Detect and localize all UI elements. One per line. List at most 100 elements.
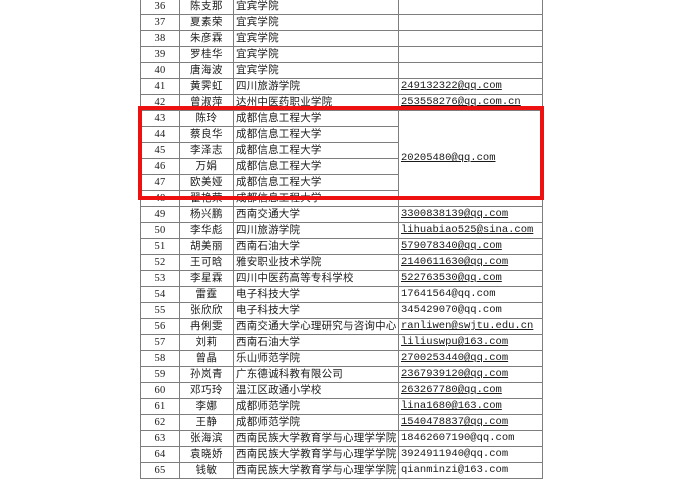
email-cell[interactable]: 17641564@qq.com [398, 286, 543, 303]
row-index-cell: 52 [140, 254, 180, 271]
organization-cell: 电子科技大学 [233, 286, 399, 303]
email-cell[interactable]: lina1680@163.com [398, 398, 543, 415]
email-cell[interactable]: lihuabiao525@sina.com [398, 222, 543, 239]
person-name-cell: 蔡良华 [179, 126, 234, 143]
organization-cell: 西南民族大学教育学与心理学学院 [233, 430, 399, 447]
row-index-cell: 56 [140, 318, 180, 335]
person-name-cell: 刘莉 [179, 334, 234, 351]
email-cell[interactable]: 2140611630@qq.com [398, 254, 543, 271]
organization-cell: 成都师范学院 [233, 414, 399, 431]
row-index-cell: 44 [140, 126, 180, 143]
organization-cell: 西南交通大学心理研究与咨询中心 [233, 318, 399, 335]
person-name-cell: 陈玲 [179, 110, 234, 127]
person-name-cell: 李娜 [179, 398, 234, 415]
email-cell[interactable]: 253558276@qq.com.cn [398, 94, 543, 111]
row-index-cell: 48 [140, 190, 180, 207]
email-cell[interactable]: 3300838139@qq.com [398, 206, 543, 223]
email-cell[interactable]: 1540478837@qq.com [398, 414, 543, 431]
person-name-cell: 曾晶 [179, 350, 234, 367]
organization-cell: 达州中医药职业学院 [233, 94, 399, 111]
person-name-cell: 罗桂华 [179, 46, 234, 63]
email-cell[interactable]: ranliwen@swjtu.edu.cn [398, 318, 543, 335]
table-row: 51 胡美丽 西南石油大学 579078340@qq.com [140, 238, 543, 255]
email-address[interactable]: 522763530@qq.com [401, 272, 502, 284]
organization-cell: 电子科技大学 [233, 302, 399, 319]
email-cell[interactable]: 2367939120@qq.com [398, 366, 543, 383]
row-index-cell: 40 [140, 62, 180, 79]
organization-cell: 西南民族大学教育学与心理学学院 [233, 446, 399, 463]
organization-cell: 宜宾学院 [233, 14, 399, 31]
organization-cell: 四川中医药高等专科学校 [233, 270, 399, 287]
table-row: 57 刘莉 西南石油大学 liliuswpu@163.com [140, 334, 543, 351]
email-cell[interactable]: liliuswpu@163.com [398, 334, 543, 351]
person-name-cell: 李华彪 [179, 222, 234, 239]
table-row: 54 雷霆 电子科技大学 17641564@qq.com [140, 286, 543, 303]
organization-cell: 成都信息工程大学 [233, 126, 399, 143]
email-address[interactable]: 3924911940@qq.com [401, 448, 509, 460]
row-index-cell: 41 [140, 78, 180, 95]
person-name-cell: 李星霖 [179, 270, 234, 287]
email-cell-empty [398, 62, 543, 79]
email-cell-empty [398, 46, 543, 63]
person-name-cell: 杨兴鹏 [179, 206, 234, 223]
organization-cell: 成都信息工程大学 [233, 158, 399, 175]
person-name-cell: 夏素荣 [179, 14, 234, 31]
email-address[interactable]: 18462607190@qq.com [401, 432, 515, 444]
email-address[interactable]: 263267780@qq.com [401, 384, 502, 396]
email-address[interactable]: lihuabiao525@sina.com [401, 224, 534, 236]
row-index-cell: 37 [140, 14, 180, 31]
email-cell[interactable]: 345429070@qq.com [398, 302, 543, 319]
organization-cell: 西南石油大学 [233, 334, 399, 351]
row-index-cell: 55 [140, 302, 180, 319]
organization-cell: 成都信息工程大学 [233, 110, 399, 127]
email-cell[interactable]: 18462607190@qq.com [398, 430, 543, 447]
email-cell[interactable]: 522763530@qq.com [398, 270, 543, 287]
email-cell-merged[interactable]: 20205480@qq.com [398, 110, 543, 207]
email-address[interactable]: 345429070@qq.com [401, 304, 502, 316]
row-index-cell: 49 [140, 206, 180, 223]
email-address[interactable]: 20205480@qq.com [401, 152, 496, 164]
email-address[interactable]: 249132322@qq.com [401, 80, 502, 92]
table-row: 39 罗桂华 宜宾学院 [140, 46, 543, 63]
email-cell[interactable]: 249132322@qq.com [398, 78, 543, 95]
email-address[interactable]: 253558276@qq.com.cn [401, 96, 521, 108]
email-address[interactable]: 3300838139@qq.com [401, 208, 509, 220]
table-row: 52 王可晗 雅安职业技术学院 2140611630@qq.com [140, 254, 543, 271]
email-address[interactable]: qianminzi@163.com [401, 464, 509, 476]
email-cell[interactable]: qianminzi@163.com [398, 462, 543, 479]
organization-cell: 乐山师范学院 [233, 350, 399, 367]
table-row: 56 冉俐雯 西南交通大学心理研究与咨询中心 ranliwen@swjtu.edu.c… [140, 318, 543, 335]
email-address[interactable]: 2367939120@qq.com [401, 368, 509, 380]
person-name-cell: 曾淑萍 [179, 94, 234, 111]
email-address[interactable]: lina1680@163.com [401, 400, 502, 412]
email-address[interactable]: ranliwen@swjtu.edu.cn [401, 320, 534, 332]
roster-table: 36 陈支那 宜宾学院 37 夏素荣 宜宾学院 38 朱彦霖 宜宾学院 39 罗桂华 宜宾学院 40 唐海… [140, 0, 543, 479]
roster-table-body: 36 陈支那 宜宾学院 37 夏素荣 宜宾学院 38 朱彦霖 宜宾学院 39 罗桂华 宜宾学院 40 唐海… [140, 0, 543, 479]
table-row: 47 欧美娅 成都信息工程大学 [140, 174, 543, 191]
email-address[interactable]: 579078340@qq.com [401, 240, 502, 252]
email-address[interactable]: liliuswpu@163.com [401, 336, 509, 348]
email-cell[interactable]: 263267780@qq.com [398, 382, 543, 399]
person-name-cell: 邓巧玲 [179, 382, 234, 399]
row-index-cell: 46 [140, 158, 180, 175]
organization-cell: 西南交通大学 [233, 206, 399, 223]
person-name-cell: 唐海波 [179, 62, 234, 79]
table-row: 64 袁晓娇 西南民族大学教育学与心理学学院 3924911940@qq.com [140, 446, 543, 463]
table-row: 55 张欣欣 电子科技大学 345429070@qq.com [140, 302, 543, 319]
email-address[interactable]: 2700253440@qq.com [401, 352, 509, 364]
email-address[interactable]: 2140611630@qq.com [401, 256, 509, 268]
email-cell[interactable]: 3924911940@qq.com [398, 446, 543, 463]
email-address[interactable]: 1540478837@qq.com [401, 416, 509, 428]
organization-cell: 宜宾学院 [233, 0, 399, 15]
table-row: 46 万娟 成都信息工程大学 [140, 158, 543, 175]
row-index-cell: 60 [140, 382, 180, 399]
email-cell[interactable]: 2700253440@qq.com [398, 350, 543, 367]
row-index-cell: 47 [140, 174, 180, 191]
row-index-cell: 36 [140, 0, 180, 15]
person-name-cell: 万娟 [179, 158, 234, 175]
email-address[interactable]: 17641564@qq.com [401, 288, 496, 300]
email-cell[interactable]: 579078340@qq.com [398, 238, 543, 255]
organization-cell: 西南民族大学教育学与心理学学院 [233, 462, 399, 479]
person-name-cell: 张海滨 [179, 430, 234, 447]
row-index-cell: 43 [140, 110, 180, 127]
